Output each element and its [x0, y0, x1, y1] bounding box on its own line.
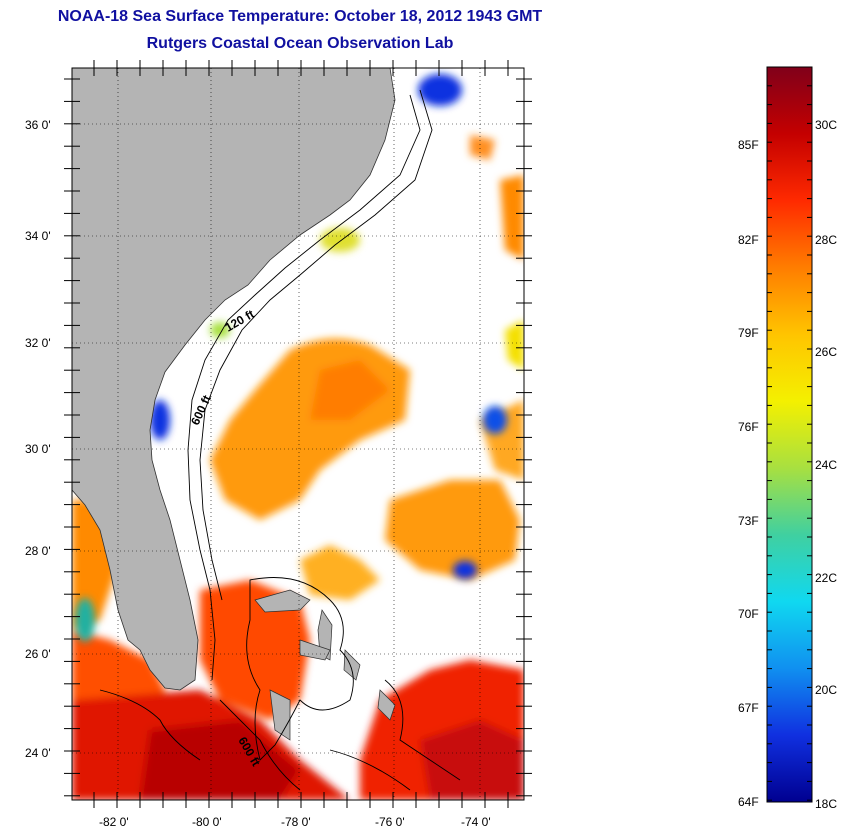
- chart-subtitle: Rutgers Coastal Ocean Observation Lab: [146, 35, 454, 52]
- bahamas-islands: [254, 589, 396, 741]
- lat-tick-label: 32 0': [25, 336, 51, 350]
- lon-tick-label: -78 0': [281, 815, 311, 829]
- bathymetry-contours: [99, 89, 461, 791]
- map-gridlines: [72, 68, 524, 800]
- mainland-landmass: [72, 68, 396, 691]
- lon-tick-label: -76 0': [375, 815, 405, 829]
- lat-tick-label: 26 0': [25, 647, 51, 661]
- lat-tick-label: 24 0': [25, 746, 51, 760]
- longitude-axis: -82 0' -80 0' -78 0' -76 0' -74 0': [99, 815, 491, 829]
- lon-tick-label: -74 0': [461, 815, 491, 829]
- lat-tick-label: 28 0': [25, 544, 51, 558]
- lon-tick-label: -82 0': [99, 815, 129, 829]
- map-frame: [71, 67, 525, 801]
- lon-tick-label: -80 0': [192, 815, 222, 829]
- lat-tick-label: 34 0': [25, 229, 51, 243]
- latitude-axis: 36 0' 34 0' 32 0' 30 0' 28 0' 26 0' 24 0…: [25, 118, 51, 760]
- lat-tick-label: 36 0': [25, 118, 51, 132]
- frame-ticks: [64, 60, 532, 808]
- chart-title: NOAA-18 Sea Surface Temperature: October…: [57, 8, 543, 25]
- lat-tick-label: 30 0': [25, 442, 51, 456]
